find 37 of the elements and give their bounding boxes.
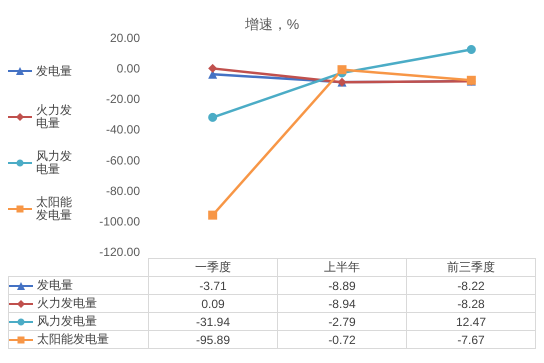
data-label: -8.89 bbox=[278, 276, 406, 294]
data-label: -2.79 bbox=[278, 312, 406, 330]
chart-title: 增速，% bbox=[244, 16, 300, 32]
point bbox=[208, 64, 218, 73]
y-tick-label: -120.00 bbox=[99, 245, 140, 259]
text: 风力发电量 bbox=[37, 314, 97, 328]
data-label: -3.71 bbox=[148, 276, 278, 294]
data-label: 0.09 bbox=[148, 294, 278, 312]
y-tick-label: -40.00 bbox=[106, 122, 140, 137]
legend-label: 风力发电量 bbox=[36, 149, 73, 176]
point bbox=[208, 210, 218, 220]
text: 火力发电量 bbox=[37, 296, 97, 310]
x-tick-label: 前三季度 bbox=[406, 258, 536, 276]
y-tick-label: -20.00 bbox=[106, 92, 140, 106]
data-label: -95.89 bbox=[148, 330, 278, 348]
point bbox=[338, 65, 346, 74]
data-label: -0.72 bbox=[278, 330, 406, 348]
text: 发电量 bbox=[37, 278, 73, 292]
legend-label: 火力发电量 bbox=[36, 103, 73, 130]
text: 太阳能发电量 bbox=[37, 332, 109, 346]
x-tick-label: 一季度 bbox=[148, 258, 278, 276]
legend-label: 发电量 bbox=[36, 64, 73, 78]
point bbox=[208, 112, 218, 122]
y-tick-label: 20.00 bbox=[110, 31, 140, 45]
data-label: -8.94 bbox=[278, 294, 406, 312]
y-tick-label: 0.00 bbox=[116, 62, 140, 76]
point bbox=[466, 45, 476, 54]
data-label: -8.22 bbox=[406, 276, 536, 294]
x-tick-label: 上半年 bbox=[278, 258, 406, 276]
y-tick-label: -100.00 bbox=[99, 214, 140, 228]
data-label: -8.28 bbox=[406, 294, 536, 312]
legend-label: 太阳能发电量 bbox=[36, 195, 73, 222]
y-tick-label: -80.00 bbox=[106, 184, 140, 198]
data-label: -7.67 bbox=[406, 330, 536, 348]
y-tick-label: -60.00 bbox=[106, 153, 140, 168]
data-label: 12.47 bbox=[406, 312, 536, 330]
data-label: -31.94 bbox=[148, 312, 278, 330]
